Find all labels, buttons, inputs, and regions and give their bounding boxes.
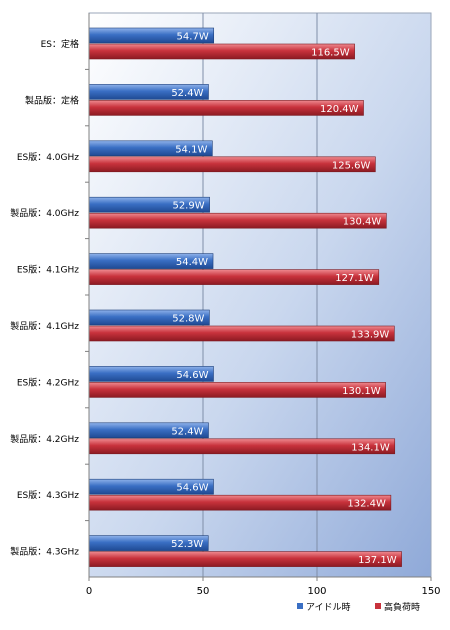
x-axis-ticks: 0 50 100 150 — [86, 577, 441, 597]
bars-group: 54.7W 52.4W 54.1W 52.9W 54.4W 52.8W 54.6W 52.4W… — [88, 27, 402, 567]
legend-label-load: 高負荷時 — [384, 601, 420, 613]
data-label-idle-8: 54.6W — [176, 483, 208, 494]
x-tick-label-100: 100 — [307, 586, 326, 597]
data-label-load-8: 132.4W — [347, 499, 386, 510]
category-label-4: ES版：4.1GHz — [17, 264, 79, 276]
data-label-idle-4: 54.4W — [176, 257, 208, 268]
category-label-6: ES版：4.2GHz — [17, 376, 79, 388]
category-label-2: ES版：4.0GHz — [17, 151, 79, 163]
data-label-idle-5: 52.8W — [172, 314, 204, 325]
category-label-5: 製品版：4.1GHz — [10, 320, 79, 332]
x-tick-label-50: 50 — [197, 586, 210, 597]
category-label-3: 製品版：4.0GHz — [10, 207, 79, 219]
data-label-load-9: 137.1W — [358, 555, 397, 566]
x-tick-label-0: 0 — [86, 586, 92, 597]
data-label-load-2: 125.6W — [332, 160, 371, 171]
bar-load-5 — [88, 325, 395, 342]
category-label-0: ES：定格 — [41, 38, 79, 50]
data-label-idle-9: 52.3W — [171, 539, 203, 550]
legend-label-idle: アイドル時 — [306, 602, 351, 613]
bar-load-7 — [88, 438, 396, 455]
legend-swatch-load — [375, 603, 381, 609]
data-label-idle-3: 52.9W — [172, 201, 204, 212]
data-label-load-4: 127.1W — [335, 273, 374, 284]
bar-load-9 — [88, 551, 402, 567]
x-tick-label-150: 150 — [421, 586, 440, 597]
data-label-idle-6: 54.6W — [176, 370, 208, 381]
data-label-idle-2: 54.1W — [175, 144, 207, 155]
category-label-9: 製品版：4.3GHz — [10, 546, 79, 558]
data-label-load-1: 120.4W — [320, 104, 359, 115]
category-label-8: ES版：4.3GHz — [17, 489, 79, 501]
data-label-idle-0: 54.7W — [177, 32, 209, 43]
bar-load-8 — [88, 494, 392, 511]
data-label-load-7: 134.1W — [351, 442, 390, 453]
data-label-idle-7: 52.4W — [171, 426, 203, 437]
data-label-load-5: 133.9W — [351, 330, 390, 341]
category-label-1: 製品版：定格 — [25, 94, 79, 106]
data-label-load-6: 130.1W — [342, 386, 381, 397]
bar-load-3 — [88, 212, 387, 229]
legend: アイドル時 高負荷時 — [297, 601, 420, 613]
data-label-idle-1: 52.4W — [171, 88, 203, 99]
legend-swatch-idle — [297, 603, 303, 609]
data-label-load-0: 116.5W — [311, 48, 350, 59]
category-label-7: 製品版：4.2GHz — [10, 433, 79, 445]
data-label-load-3: 130.4W — [343, 217, 382, 228]
